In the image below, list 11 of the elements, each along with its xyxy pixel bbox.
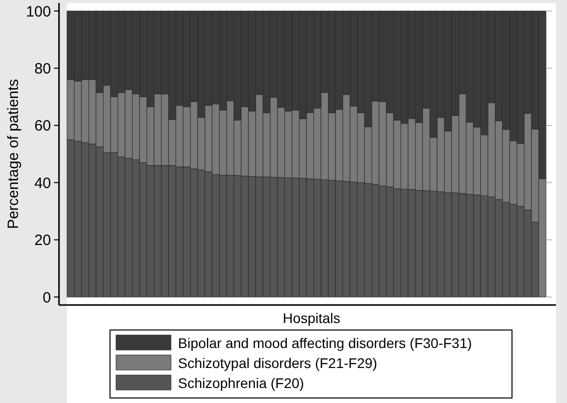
- legend-label: Schizophrenia (F20): [178, 375, 304, 391]
- y-tick-label: 0: [42, 289, 51, 306]
- y-axis-title: Percentage of patients: [5, 78, 22, 230]
- y-tick-label: 40: [34, 174, 51, 192]
- x-axis-title: Hospitals: [282, 310, 340, 326]
- y-tick-label: 20: [34, 232, 51, 250]
- y-tick-label: 60: [34, 118, 51, 135]
- legend-label: Schizotypal disorders (F21-F29): [178, 355, 378, 371]
- legend-label: Bipolar and mood affecting disorders (F30-F31): [178, 335, 472, 351]
- y-tick-label: 100: [26, 3, 51, 20]
- y-tick-label: 80: [34, 60, 51, 78]
